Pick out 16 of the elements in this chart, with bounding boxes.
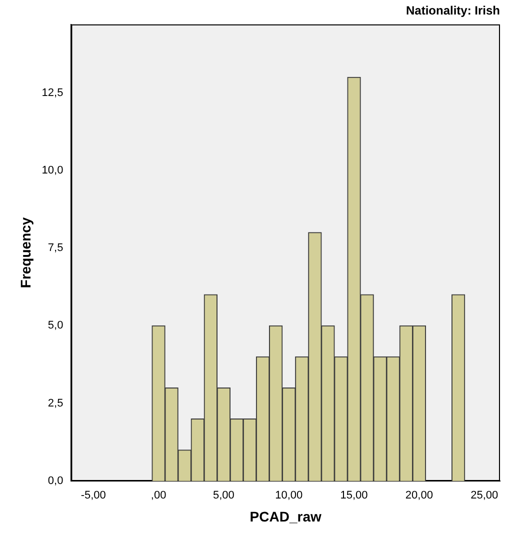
y-tick-label: 10,0 — [42, 164, 64, 176]
y-axis-title: Frequency — [17, 217, 34, 288]
x-tick-label: 15,00 — [340, 490, 368, 502]
y-tick-label: 0,0 — [48, 475, 64, 488]
y-tick-label: 12,5 — [42, 86, 64, 99]
x-tick-label: -5,00 — [80, 490, 106, 502]
x-tick-label: 5,00 — [212, 490, 234, 502]
chart-title: Nationality: Irish — [406, 4, 500, 18]
x-tick-label: 10,00 — [275, 490, 303, 502]
y-tick-label: 5,0 — [48, 320, 64, 332]
y-tick-label: 7,5 — [48, 242, 64, 254]
x-tick-label: 25,00 — [470, 490, 498, 502]
x-tick-label: ,00 — [150, 490, 166, 502]
x-tick-label: 20,00 — [405, 490, 433, 502]
x-axis-title: PCAD_raw — [250, 508, 322, 524]
y-tick-label: 2,5 — [48, 397, 64, 410]
